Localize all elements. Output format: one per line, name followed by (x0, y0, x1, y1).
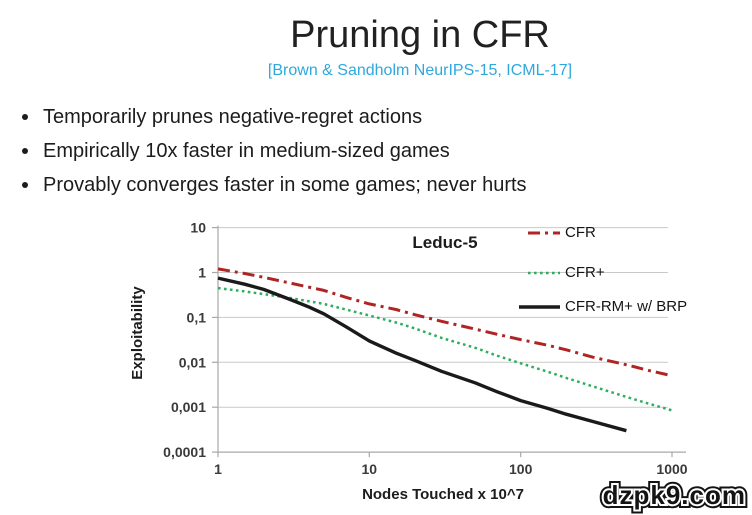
y-tick-label: 10 (190, 220, 206, 236)
y-tick-label: 1 (198, 265, 206, 281)
series-line-cfr-rm+-w-brp (217, 276, 627, 433)
y-axis-title: Exploitability (129, 286, 146, 380)
cfr-plus-line-sample-icon (528, 271, 560, 274)
bullet-item: Temporarily prunes negative-regret actio… (16, 104, 527, 130)
y-tick-label: 0,01 (179, 354, 206, 370)
bullet-item: Provably converges faster in some games;… (16, 172, 527, 198)
bullet-icon (22, 182, 28, 188)
legend-item-cfr-plus: CFR+ (518, 264, 605, 281)
cfr-rm-brp-line-sample-icon (519, 304, 560, 309)
watermark-text: dzpk9.com (599, 476, 749, 514)
x-tick-label: 1000 (656, 461, 687, 477)
legend-label: CFR-RM+ w/ BRP (565, 298, 688, 315)
bullet-text: Provably converges faster in some games;… (43, 174, 527, 196)
watermark-text: dzpk9.com (601, 478, 747, 512)
y-tick-label: 0,0001 (163, 444, 206, 460)
watermark-text: dzpk9.com (602, 480, 746, 510)
bullet-list: Temporarily prunes negative-regret actio… (16, 104, 527, 206)
x-tick-label: 10 (362, 461, 378, 477)
legend-label: CFR (565, 224, 596, 241)
y-tick-label: 0,001 (171, 399, 206, 415)
y-tick-label: 0,1 (187, 309, 207, 325)
slide-title: Pruning in CFR (290, 14, 550, 56)
legend-item-cfr: CFR (518, 224, 596, 241)
series-line-cfr (217, 267, 673, 378)
bullet-item: Empirically 10x faster in medium-sized g… (16, 138, 527, 164)
x-axis-title: Nodes Touched x 10^7 (362, 486, 524, 503)
bullet-icon (22, 114, 28, 120)
slide-header: Pruning in CFR [Brown & Sandholm NeurIPS… (90, 12, 750, 80)
legend-label: CFR+ (565, 264, 605, 281)
legend-item-cfr-rm-brp: CFR-RM+ w/ BRP (518, 298, 687, 315)
bullet-icon (22, 148, 28, 154)
bullet-text: Temporarily prunes negative-regret actio… (43, 106, 423, 128)
x-tick-label: 1 (214, 461, 222, 477)
citation: [Brown & Sandholm NeurIPS-15, ICML-17] (267, 62, 573, 79)
cfr-line-sample-icon (528, 231, 560, 234)
x-tick-label: 100 (509, 461, 533, 477)
chart-title: Leduc-5 (412, 233, 478, 252)
bullet-text: Empirically 10x faster in medium-sized g… (43, 140, 450, 162)
